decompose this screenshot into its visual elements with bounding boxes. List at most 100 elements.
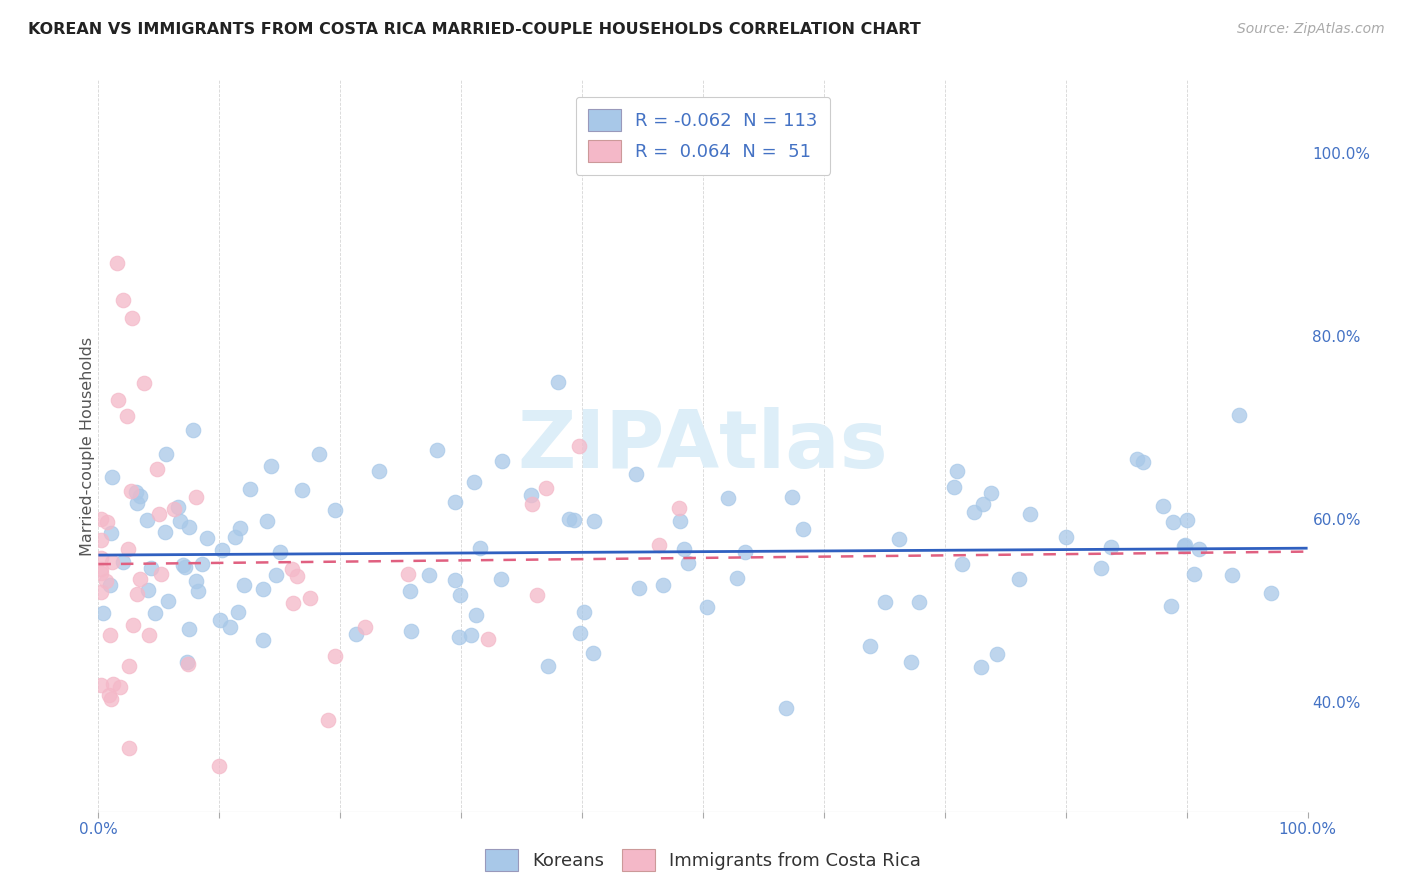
Point [425,443,447,458]
Point [1099,540,1122,554]
Point [792,522,814,536]
Point [91,607,114,621]
Point [399,624,422,639]
Point [696,599,718,614]
Point [1163,515,1185,529]
Point [574,605,596,619]
Point [946,464,969,478]
Point [468,541,491,556]
Point [260,458,283,473]
Text: ZIPAtlas: ZIPAtlas [517,407,889,485]
Point [624,467,647,482]
Point [138,583,160,598]
Point [211,542,233,557]
Point [90,677,112,691]
Point [1184,566,1206,581]
Point [460,628,482,642]
Point [489,572,512,586]
Point [780,491,803,505]
Point [167,500,190,514]
Point [547,376,569,390]
Point [449,588,471,602]
Point [873,595,896,609]
Point [121,310,143,325]
Point [117,541,139,556]
Point [111,293,134,307]
Point [1188,541,1211,556]
Point [298,591,321,605]
Point [972,497,994,511]
Point [716,491,738,506]
Point [101,555,124,569]
Point [269,545,291,559]
Point [208,759,231,773]
Point [163,501,186,516]
Point [1125,452,1147,467]
Point [526,589,548,603]
Point [1175,512,1198,526]
Legend: R = -0.062  N = 113, R =  0.064  N =  51: R = -0.062 N = 113, R = 0.064 N = 51 [575,96,831,175]
Point [118,740,141,755]
Point [124,484,146,499]
Point [963,505,986,519]
Point [100,577,122,591]
Point [463,475,485,490]
Point [148,507,170,521]
Point [291,483,314,498]
Point [252,632,274,647]
Text: Source: ZipAtlas.com: Source: ZipAtlas.com [1237,22,1385,37]
Point [444,495,467,509]
Point [184,490,207,504]
Point [191,558,214,572]
Point [127,587,149,601]
Point [734,545,756,559]
Point [368,465,391,479]
Point [118,659,141,673]
Point [96,515,118,529]
Point [229,521,252,535]
Point [98,689,121,703]
Point [676,556,699,570]
Point [208,613,231,627]
Point [155,447,177,461]
Point [129,489,152,503]
Point [859,639,882,653]
Point [673,541,696,556]
Point [1229,409,1251,423]
Point [464,608,486,623]
Point [233,578,256,592]
Point [1152,499,1174,513]
Point [132,376,155,390]
Point [627,581,650,595]
Point [568,439,591,453]
Point [195,531,218,545]
Point [218,620,240,634]
Point [138,627,160,641]
Point [90,512,112,526]
Point [90,562,112,576]
Point [519,488,541,502]
Point [908,595,931,609]
Point [94,574,117,589]
Point [136,513,159,527]
Point [668,501,690,516]
Point [537,658,560,673]
Point [187,583,209,598]
Point [1008,572,1031,586]
Point [146,462,169,476]
Point [252,582,274,596]
Point [582,514,605,528]
Point [418,567,440,582]
Point [285,568,308,582]
Point [308,447,330,461]
Point [986,647,1008,661]
Point [176,655,198,669]
Point [101,677,124,691]
Y-axis label: Married-couple Households: Married-couple Households [80,336,94,556]
Point [980,486,1002,500]
Point [323,503,346,517]
Point [139,561,162,575]
Point [90,533,112,547]
Point [399,584,422,599]
Point [264,567,287,582]
